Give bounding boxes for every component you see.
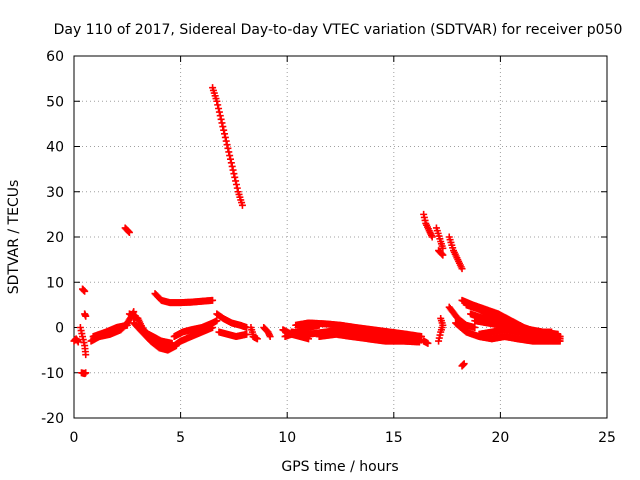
data-point bbox=[168, 339, 176, 347]
y-tick-label: 50 bbox=[46, 94, 64, 110]
data-point bbox=[219, 123, 227, 131]
data-point bbox=[125, 228, 133, 236]
data-point bbox=[225, 148, 233, 156]
y-tick-label: 40 bbox=[46, 140, 64, 156]
data-point bbox=[458, 265, 466, 273]
data-point bbox=[229, 166, 237, 174]
data-marks bbox=[70, 84, 564, 378]
chart-title: Day 110 of 2017, Sidereal Day-to-day VTE… bbox=[54, 22, 623, 38]
axis-ticks: 0 5 10 15 20 25 -20 -10 0 10 20 30 40 50 60 bbox=[41, 49, 616, 446]
y-tick-label: -20 bbox=[41, 411, 64, 427]
plot-frame bbox=[73, 55, 608, 419]
data-point bbox=[217, 115, 225, 123]
x-tick-label: 10 bbox=[278, 430, 296, 446]
x-tick-label: 0 bbox=[70, 430, 79, 446]
data-point bbox=[424, 339, 432, 347]
y-tick-label: 10 bbox=[46, 275, 64, 291]
data-point bbox=[125, 228, 133, 236]
data-point bbox=[227, 159, 235, 167]
data-point bbox=[213, 97, 221, 105]
data-point bbox=[123, 321, 131, 329]
data-point bbox=[216, 112, 224, 120]
data-point bbox=[209, 324, 217, 331]
x-tick-label: 20 bbox=[491, 430, 509, 446]
data-point bbox=[471, 324, 479, 331]
data-point bbox=[556, 333, 564, 341]
data-point bbox=[215, 104, 223, 112]
data-point bbox=[438, 250, 446, 258]
data-point bbox=[81, 287, 89, 295]
data-point bbox=[232, 181, 240, 189]
data-point bbox=[218, 119, 226, 127]
data-point bbox=[222, 137, 230, 145]
data-point bbox=[253, 335, 261, 343]
y-tick-label: -10 bbox=[41, 366, 64, 382]
data-point bbox=[172, 342, 180, 350]
data-point bbox=[460, 360, 468, 368]
data-point bbox=[233, 184, 241, 192]
data-point bbox=[221, 133, 229, 141]
data-point bbox=[439, 251, 447, 259]
data-point bbox=[209, 296, 217, 304]
x-axis-label: GPS time / hours bbox=[281, 459, 398, 475]
data-point bbox=[228, 162, 236, 170]
x-tick-label: 15 bbox=[385, 430, 403, 446]
data-point bbox=[439, 244, 447, 252]
x-tick-label: 5 bbox=[176, 430, 185, 446]
gridlines bbox=[74, 56, 607, 418]
data-point bbox=[232, 177, 240, 185]
data-point bbox=[213, 317, 221, 325]
data-point bbox=[224, 144, 232, 152]
y-tick-label: 0 bbox=[55, 321, 64, 337]
data-point bbox=[437, 314, 445, 322]
y-tick-label: 60 bbox=[46, 49, 64, 65]
y-axis-label: SDTVAR / TECUs bbox=[6, 180, 22, 295]
data-point bbox=[238, 201, 246, 209]
data-point bbox=[221, 130, 229, 138]
data-point bbox=[220, 126, 228, 134]
data-point bbox=[82, 312, 90, 320]
data-point bbox=[266, 333, 274, 341]
data-point bbox=[226, 155, 234, 163]
data-point bbox=[82, 369, 90, 377]
y-tick-label: 20 bbox=[46, 230, 64, 246]
y-tick-label: 30 bbox=[46, 185, 64, 201]
data-point bbox=[215, 108, 223, 116]
data-point bbox=[428, 233, 436, 241]
data-point bbox=[230, 170, 238, 178]
data-point bbox=[226, 152, 234, 160]
data-point bbox=[214, 101, 222, 109]
data-point bbox=[243, 330, 251, 338]
data-point bbox=[82, 351, 90, 359]
x-tick-label: 25 bbox=[598, 430, 616, 446]
data-point bbox=[231, 173, 239, 181]
data-point bbox=[223, 141, 231, 149]
